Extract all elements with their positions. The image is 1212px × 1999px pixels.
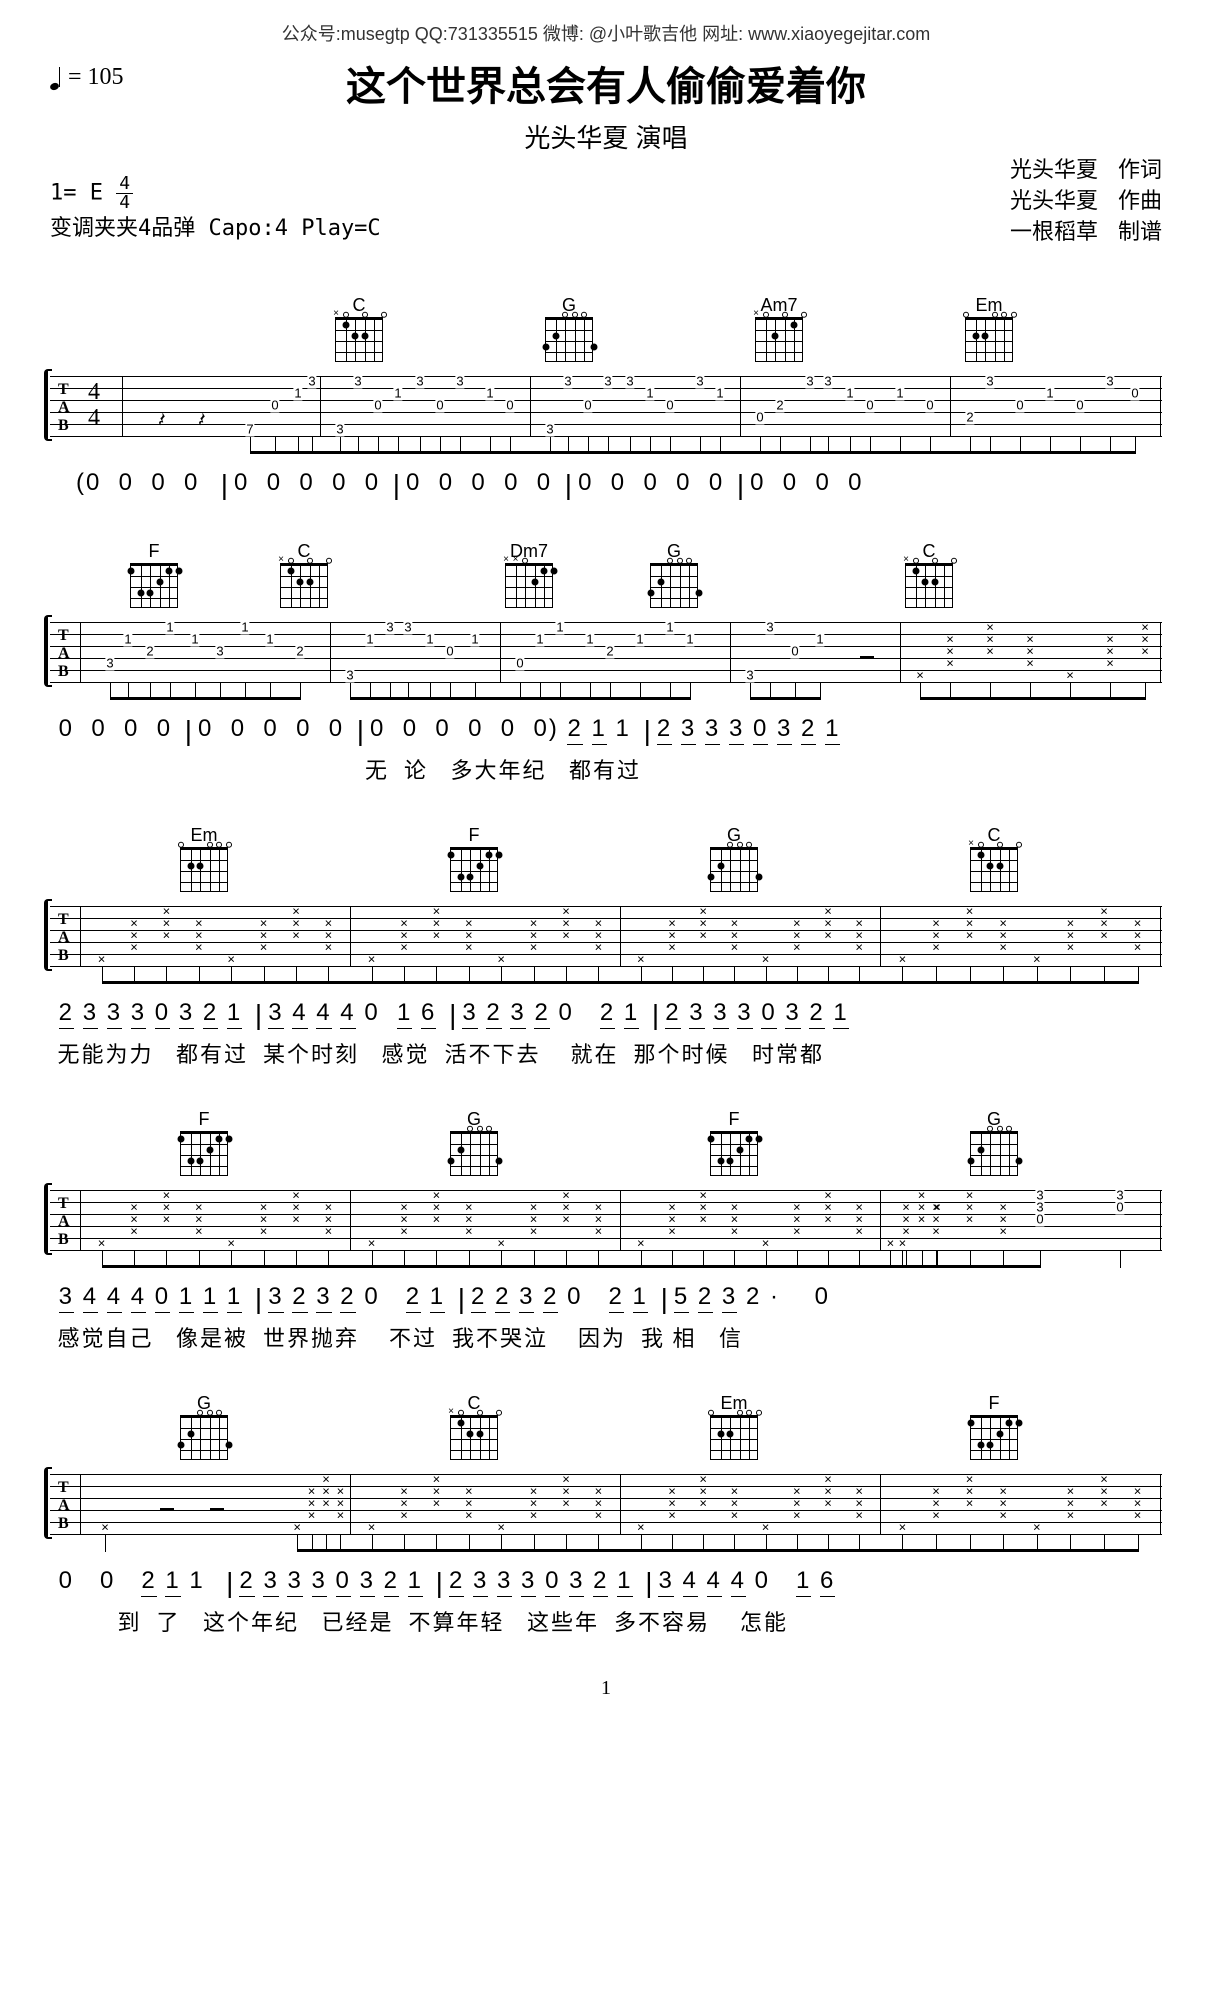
tempo-value: = 105 bbox=[68, 64, 124, 91]
system-2: F C× Dm7×× G C× TAB31211311231331010111211133… bbox=[50, 541, 1162, 785]
chord-diagram-F: F bbox=[130, 541, 178, 608]
capo-info: 变调夹夹4品弹 Capo:4 Play=C bbox=[50, 212, 381, 245]
chord-diagram-Em: Em bbox=[710, 1393, 758, 1460]
tempo: = 105 bbox=[50, 64, 124, 91]
title-row: = 105 这个世界总会有人偷偷爱着你 光头华夏 演唱 bbox=[50, 54, 1162, 155]
artist: 光头华夏 演唱 bbox=[50, 118, 1162, 155]
chord-diagram-F: F bbox=[450, 825, 498, 892]
system-4: F G F G TAB×××××××××××××××××××××××××××××××××… bbox=[50, 1109, 1162, 1353]
system-5: G C× Em F TAB×××××××××××××××××××××××××××××××… bbox=[50, 1393, 1162, 1637]
tab-staff: TAB3121131123133101011121113301×××××××××… bbox=[50, 617, 1162, 697]
time-signature: 4 4 bbox=[116, 175, 133, 212]
chord-diagram-F: F bbox=[970, 1393, 1018, 1460]
system-1: C× G Am7× Em TAB44𝄽𝄽701333013031033033103102… bbox=[50, 295, 1162, 501]
song-title: 这个世界总会有人偷偷爱着你 bbox=[50, 54, 1162, 112]
chord-diagram-G: G bbox=[545, 295, 593, 362]
chord-diagram-F: F bbox=[180, 1109, 228, 1176]
chord-diagram-G: G bbox=[450, 1109, 498, 1176]
credits: 光头华夏作词光头华夏作曲一根稻草制谱 bbox=[1010, 155, 1162, 247]
chord-diagram-G: G bbox=[180, 1393, 228, 1460]
lyrics: 到 了 这个年纪 已经是 不算年轻 这些年 多不容易 怎能 bbox=[50, 1605, 1162, 1637]
page-number: 1 bbox=[50, 1677, 1162, 1700]
lyrics: 无 论 多大年纪 都有过 bbox=[50, 753, 1162, 785]
chord-diagram-G: G bbox=[650, 541, 698, 608]
tab-staff: TAB×××××××××××××××××××××××××××××××××××××… bbox=[50, 1469, 1162, 1549]
system-3: Em F G C× TAB×××××××××××××××××××××××××××××××… bbox=[50, 825, 1162, 1069]
chord-diagram-C: C× bbox=[450, 1393, 498, 1460]
chord-diagram-F: F bbox=[710, 1109, 758, 1176]
chord-diagram-C: C× bbox=[970, 825, 1018, 892]
page-container: 公众号:musegtp QQ:731335515 微博: @小叶歌吉他 网址: … bbox=[0, 0, 1212, 1720]
chord-diagram-G: G bbox=[970, 1109, 1018, 1176]
lyrics: 无能为力 都有过 某个时刻 感觉 活不下去 就在 那个时候 时常都 bbox=[50, 1037, 1162, 1069]
chord-diagram-C: C× bbox=[335, 295, 383, 362]
source-info: 公众号:musegtp QQ:731335515 微博: @小叶歌吉他 网址: … bbox=[50, 20, 1162, 46]
chord-diagram-C: C× bbox=[280, 541, 328, 608]
chord-diagram-Em: Em bbox=[965, 295, 1013, 362]
numeric-notation: (0 0 0 0 |0 0 0 0 0 |0 0 0 0 0 |0 0 0 0 … bbox=[50, 469, 1162, 501]
chord-diagram-Dm7: Dm7×× bbox=[505, 541, 553, 608]
tab-staff: TAB×××××××××××××××××××××××××××××××××××××… bbox=[50, 901, 1162, 981]
tab-staff: TAB44𝄽𝄽701333013031033033103102331010230… bbox=[50, 371, 1162, 451]
chord-diagram-Em: Em bbox=[180, 825, 228, 892]
quarter-note-icon bbox=[50, 66, 60, 90]
numeric-notation: 0 0 0 0 |0 0 0 0 0 |0 0 0 0 0 0) 2 1 1 |… bbox=[50, 715, 1162, 747]
meta-row: 1= E 4 4 变调夹夹4品弹 Capo:4 Play=C 光头华夏作词光头华… bbox=[50, 175, 1162, 255]
key-info: 1= E 4 4 变调夹夹4品弹 Capo:4 Play=C bbox=[50, 175, 381, 245]
numeric-notation: 2 3 3 3 0 3 2 1 |3 4 4 4 0 1 6 |3 2 3 2 … bbox=[50, 999, 1162, 1031]
tab-staff: TAB×××××××××××××××××××××××××××××××××××××… bbox=[50, 1185, 1162, 1265]
chord-diagram-G: G bbox=[710, 825, 758, 892]
chord-diagram-C: C× bbox=[905, 541, 953, 608]
music-systems: C× G Am7× Em TAB44𝄽𝄽701333013031033033103102… bbox=[50, 295, 1162, 1637]
lyrics: 感觉自己 像是被 世界抛弃 不过 我不哭泣 因为 我 相 信 bbox=[50, 1321, 1162, 1353]
numeric-notation: 3 4 4 4 0 1 1 1 |3 2 3 2 0 2 1 |2 2 3 2 … bbox=[50, 1283, 1162, 1315]
chord-diagram-Am7: Am7× bbox=[755, 295, 803, 362]
numeric-notation: 0 0 2 1 1 |2 3 3 3 0 3 2 1 |2 3 3 3 0 3 … bbox=[50, 1567, 1162, 1599]
